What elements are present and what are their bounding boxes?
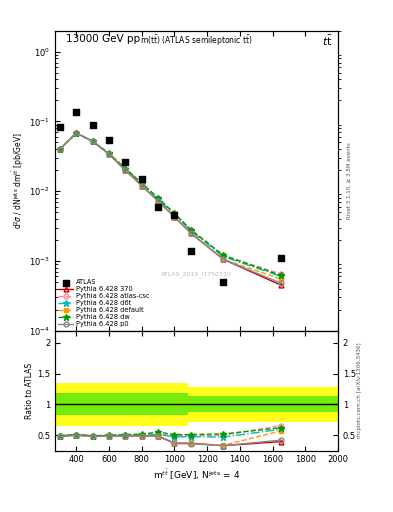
Polygon shape (55, 383, 338, 426)
ATLAS (220, 278, 227, 286)
Pythia 6.428 default (74, 130, 79, 136)
Pythia 6.428 default (156, 198, 160, 204)
Pythia 6.428 p0 (156, 198, 160, 204)
Pythia 6.428 dw (156, 195, 160, 201)
Pythia 6.428 atlas-csc (172, 210, 177, 217)
Pythia 6.428 atlas-csc (156, 196, 160, 202)
Pythia 6.428 atlas-csc (278, 271, 283, 277)
ATLAS (106, 136, 112, 144)
Pythia 6.428 d6t (156, 197, 160, 203)
Y-axis label: Rivet 3.1.10, ≥ 3.5M events: Rivet 3.1.10, ≥ 3.5M events (347, 142, 352, 219)
Pythia 6.428 dw (140, 180, 144, 186)
Pythia 6.428 default (140, 183, 144, 189)
Pythia 6.428 atlas-csc (221, 252, 226, 259)
Pythia 6.428 d6t (172, 211, 177, 217)
Y-axis label: mcplots.cern.ch [arXiv:1306.3436]: mcplots.cern.ch [arXiv:1306.3436] (357, 343, 362, 438)
Pythia 6.428 dw (57, 146, 62, 152)
Pythia 6.428 d6t (107, 151, 111, 157)
Pythia 6.428 default (57, 146, 62, 152)
Legend: ATLAS, Pythia 6.428 370, Pythia 6.428 atlas-csc, Pythia 6.428 d6t, Pythia 6.428 : ATLAS, Pythia 6.428 370, Pythia 6.428 at… (57, 278, 151, 329)
Pythia 6.428 370 (74, 130, 79, 136)
Pythia 6.428 370 (188, 230, 193, 236)
Pythia 6.428 370 (156, 198, 160, 204)
Pythia 6.428 p0 (57, 146, 62, 152)
Pythia 6.428 atlas-csc (90, 138, 95, 144)
Pythia 6.428 d6t (57, 146, 62, 152)
Pythia 6.428 d6t (188, 228, 193, 234)
ATLAS (155, 203, 161, 211)
Pythia 6.428 p0 (140, 183, 144, 189)
ATLAS (122, 158, 129, 166)
Pythia 6.428 p0 (188, 230, 193, 236)
Pythia 6.428 370 (221, 257, 226, 263)
Pythia 6.428 dw (107, 150, 111, 156)
ATLAS (90, 120, 96, 129)
Pythia 6.428 default (278, 276, 283, 282)
Line: Pythia 6.428 d6t: Pythia 6.428 d6t (57, 130, 284, 280)
Pythia 6.428 p0 (74, 130, 79, 136)
Text: t$\bar{\rm t}$: t$\bar{\rm t}$ (321, 34, 332, 48)
Pythia 6.428 p0 (107, 151, 111, 157)
Pythia 6.428 370 (90, 138, 95, 144)
Line: Pythia 6.428 dw: Pythia 6.428 dw (57, 130, 284, 279)
ATLAS (139, 175, 145, 183)
Pythia 6.428 d6t (278, 273, 283, 280)
Line: Pythia 6.428 370: Pythia 6.428 370 (57, 131, 283, 288)
Pythia 6.428 default (221, 257, 226, 263)
Pythia 6.428 atlas-csc (123, 165, 128, 172)
Line: Pythia 6.428 default: Pythia 6.428 default (57, 131, 283, 282)
Pythia 6.428 370 (107, 151, 111, 157)
Line: Pythia 6.428 atlas-csc: Pythia 6.428 atlas-csc (57, 131, 283, 276)
Pythia 6.428 p0 (278, 280, 283, 286)
Pythia 6.428 370 (140, 183, 144, 189)
Pythia 6.428 d6t (74, 130, 79, 136)
X-axis label: m$^{t\bar{t}}$ [GeV], N$^{\rm jets}$ = 4: m$^{t\bar{t}}$ [GeV], N$^{\rm jets}$ = 4 (153, 467, 240, 482)
Pythia 6.428 default (107, 151, 111, 157)
Text: m(t$\bar{\rm t}$) (ATLAS semileptonic t$\bar{\rm t}$): m(t$\bar{\rm t}$) (ATLAS semileptonic t$… (140, 34, 253, 49)
Y-axis label: d$^{2}\!\sigma$ / dN$^{\rm jets}$ dm$^{t\bar{t}}$ [pb/GeV]: d$^{2}\!\sigma$ / dN$^{\rm jets}$ dm$^{t… (11, 132, 26, 229)
Pythia 6.428 d6t (90, 138, 95, 144)
Pythia 6.428 dw (172, 210, 177, 217)
Pythia 6.428 dw (74, 130, 79, 136)
Polygon shape (55, 393, 338, 416)
Y-axis label: Ratio to ATLAS: Ratio to ATLAS (25, 362, 34, 419)
Line: Pythia 6.428 p0: Pythia 6.428 p0 (57, 131, 283, 286)
ATLAS (187, 247, 194, 255)
Pythia 6.428 d6t (123, 165, 128, 172)
Pythia 6.428 atlas-csc (140, 180, 144, 186)
Pythia 6.428 370 (57, 146, 62, 152)
Pythia 6.428 default (123, 167, 128, 173)
Pythia 6.428 370 (172, 214, 177, 220)
ATLAS (73, 108, 79, 116)
Pythia 6.428 p0 (90, 138, 95, 144)
Pythia 6.428 p0 (172, 214, 177, 220)
Pythia 6.428 dw (188, 227, 193, 233)
Pythia 6.428 dw (90, 138, 95, 144)
Pythia 6.428 atlas-csc (188, 227, 193, 233)
ATLAS (277, 254, 284, 262)
Pythia 6.428 atlas-csc (74, 130, 79, 136)
Pythia 6.428 370 (278, 282, 283, 288)
Pythia 6.428 atlas-csc (57, 146, 62, 152)
Pythia 6.428 dw (123, 165, 128, 172)
ATLAS (171, 211, 178, 220)
Pythia 6.428 default (90, 138, 95, 144)
Pythia 6.428 p0 (221, 257, 226, 263)
Pythia 6.428 d6t (140, 180, 144, 186)
Pythia 6.428 default (172, 214, 177, 220)
ATLAS (57, 123, 63, 132)
Pythia 6.428 atlas-csc (107, 151, 111, 157)
Pythia 6.428 p0 (123, 167, 128, 173)
Pythia 6.428 dw (221, 252, 226, 259)
Pythia 6.428 default (188, 230, 193, 236)
Text: ATLAS_2019_I1750330: ATLAS_2019_I1750330 (161, 271, 232, 276)
Pythia 6.428 370 (123, 167, 128, 173)
Pythia 6.428 dw (278, 272, 283, 279)
Text: 13000 GeV pp: 13000 GeV pp (66, 34, 140, 44)
Pythia 6.428 d6t (221, 253, 226, 260)
